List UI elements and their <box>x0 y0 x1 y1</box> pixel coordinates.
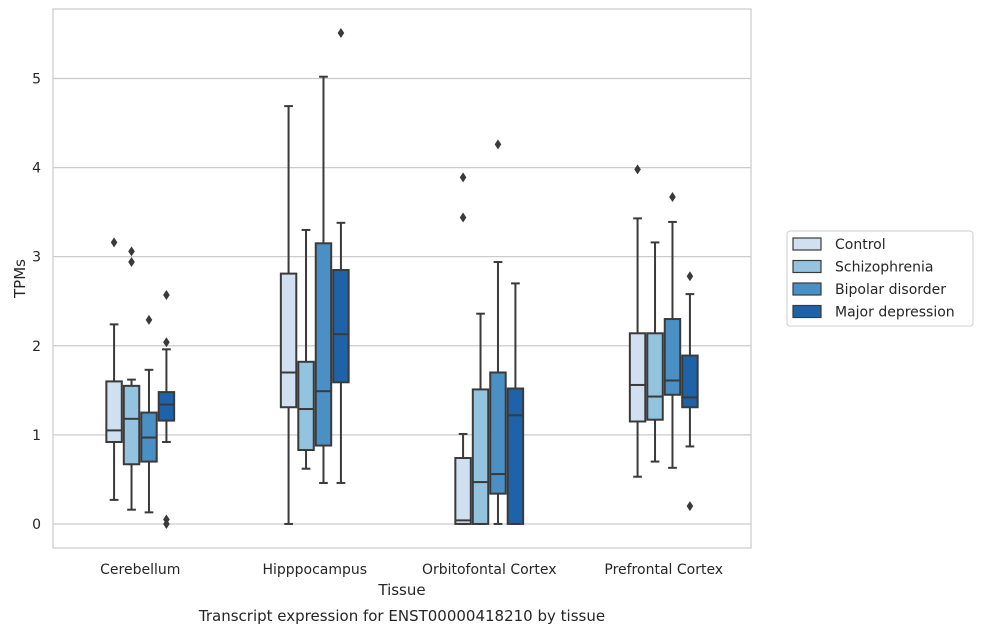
iqr-box <box>454 457 472 525</box>
iqr-box <box>332 269 350 384</box>
iqr-box <box>663 318 682 396</box>
outlier-point <box>110 237 118 248</box>
outlier-point <box>459 172 467 183</box>
outlier-point <box>669 191 676 202</box>
outlier-point <box>163 289 170 300</box>
outlier-point <box>634 164 641 175</box>
legend-entry: Bipolar disorder <box>835 282 946 298</box>
outlier-point <box>494 139 502 150</box>
box-bipolar-disorder <box>489 139 507 525</box>
y-axis-ticks: 0 1 2 3 4 5 <box>32 71 41 532</box>
iqr-box <box>506 387 525 525</box>
outlier-point <box>459 212 467 223</box>
y-tick-label: 1 <box>32 428 41 444</box>
box-major-depression <box>332 28 350 484</box>
box-major-depression <box>506 282 525 525</box>
box-major-depression <box>157 289 176 529</box>
legend-swatch <box>792 237 822 251</box>
legend-swatch <box>792 259 822 274</box>
legend-swatch <box>792 304 822 319</box>
box-major-depression <box>681 271 699 512</box>
outlier-point <box>686 501 694 512</box>
iqr-box <box>646 332 664 421</box>
iqr-box <box>105 380 123 443</box>
iqr-box <box>489 371 507 495</box>
box-schizophrenia <box>122 246 141 511</box>
iqr-box <box>681 354 699 409</box>
legend-swatch <box>792 282 822 296</box>
box-control <box>105 237 123 501</box>
legend-entry: Control <box>835 237 886 253</box>
box-bipolar-disorder <box>663 191 682 469</box>
outlier-point <box>128 257 135 268</box>
box-control <box>279 105 298 525</box>
legend-frame <box>786 230 974 327</box>
y-tick-label: 2 <box>32 339 41 355</box>
chart-caption: Transcript expression for ENST0000041821… <box>198 607 605 625</box>
iqr-box <box>279 272 298 409</box>
y-tick-label: 3 <box>32 250 41 266</box>
box-plot-area <box>105 28 699 529</box>
iqr-box <box>122 384 141 466</box>
iqr-box <box>157 391 176 422</box>
gridlines <box>53 77 751 525</box>
box-schizophrenia <box>646 241 664 463</box>
outlier-point <box>163 337 170 348</box>
box-control <box>454 172 472 525</box>
x-tick-label: Orbitofontal Cortex <box>422 562 557 578</box>
x-axis-ticks: Cerebellum Hipppocampus Orbitofontal Corte… <box>100 562 723 578</box>
legend: Control Schizophrenia Bipolar disorder Majo… <box>786 230 974 327</box>
y-tick-label: 4 <box>32 161 41 177</box>
box-control <box>628 164 647 478</box>
legend-entry: Major depression <box>835 305 955 321</box>
box-bipolar-disorder <box>314 75 333 484</box>
box-schizophrenia <box>297 228 315 470</box>
outlier-point <box>686 271 694 282</box>
iqr-box <box>297 360 315 451</box>
iqr-box <box>471 388 490 525</box>
box-schizophrenia <box>471 312 490 525</box>
outlier-point <box>163 514 170 525</box>
x-axis-title: Tissue <box>377 581 425 599</box>
y-tick-label: 5 <box>32 71 41 87</box>
x-tick-label: Prefrontal Cortex <box>604 562 723 578</box>
x-tick-label: Hipppocampus <box>262 562 367 578</box>
y-axis-title: TPMs <box>11 259 29 299</box>
outlier-point <box>145 314 153 325</box>
y-tick-label: 0 <box>32 517 41 533</box>
outlier-point <box>337 28 345 39</box>
iqr-box <box>628 332 647 423</box>
x-tick-label: Cerebellum <box>100 562 180 578</box>
box-bipolar-disorder <box>140 314 158 514</box>
outlier-point <box>128 246 135 257</box>
plot-frame <box>52 8 752 549</box>
legend-entry: Schizophrenia <box>835 260 933 276</box>
iqr-box <box>314 242 333 447</box>
